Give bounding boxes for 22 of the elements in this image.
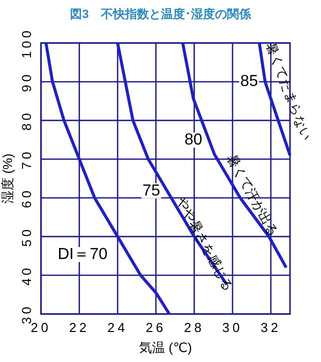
- x-tick-label: 20: [30, 320, 52, 335]
- x-axis-title: 気温 (℃): [139, 340, 192, 355]
- x-tick-label: 22: [69, 320, 90, 335]
- series-label: 75: [142, 182, 160, 200]
- x-tick-label: 28: [184, 320, 204, 335]
- chart-title: 図3 不快指数と温度･湿度の関係: [70, 7, 252, 21]
- y-tick-label: 100: [19, 28, 34, 58]
- y-tick-label: 60: [19, 188, 34, 208]
- series-label: 85: [240, 73, 258, 90]
- series-label: 80: [184, 132, 202, 149]
- x-tick-label: 32: [260, 320, 282, 335]
- y-tick-label: 90: [19, 71, 34, 92]
- x-tick-label: 30: [222, 320, 243, 335]
- y-axis-title: 湿度 (%): [0, 154, 15, 204]
- x-tick-label: 24: [107, 320, 128, 335]
- x-tick-label: 26: [146, 320, 166, 335]
- y-tick-label: 70: [19, 148, 34, 170]
- annotation: 暑くてたまらない: [263, 40, 314, 143]
- y-tick-label: 80: [19, 110, 34, 131]
- y-tick-label: 50: [19, 226, 34, 247]
- y-tick-label: 40: [19, 265, 34, 286]
- series-label: DI＝70: [58, 246, 108, 264]
